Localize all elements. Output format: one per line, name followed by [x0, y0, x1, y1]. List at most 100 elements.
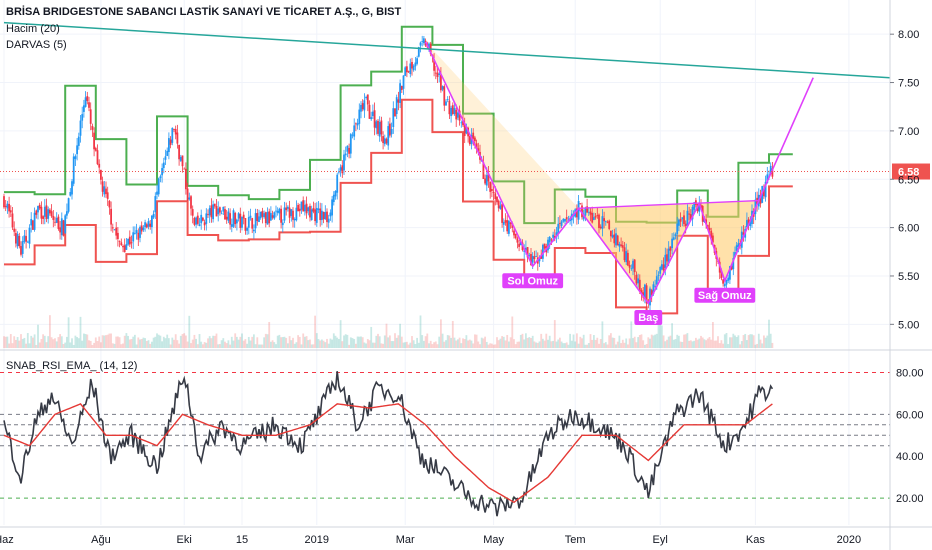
volume-bar [100, 342, 102, 348]
candle-body [225, 216, 228, 220]
volume-bar [686, 333, 689, 348]
volume-bar [489, 343, 492, 348]
legend-volume[interactable]: Hacim (20) [6, 23, 60, 35]
candle-body [152, 213, 155, 218]
volume-bar [120, 344, 123, 348]
candle-body [579, 203, 582, 205]
candle-body [210, 205, 213, 218]
candle-body [723, 284, 726, 287]
candle-body [689, 214, 692, 220]
candle-body [128, 236, 131, 245]
candle-body [564, 218, 566, 222]
ema-line[interactable] [3, 403, 773, 504]
trendline[interactable] [3, 21, 890, 79]
rsi-line[interactable] [3, 371, 774, 517]
candle-body [8, 203, 10, 212]
volume-bar [560, 341, 563, 348]
legend-darvas[interactable]: DARVAS (5) [6, 39, 67, 51]
candle-body [23, 235, 26, 242]
candle-body [304, 204, 306, 212]
candle-body [654, 285, 656, 287]
volume-bar [616, 341, 619, 348]
volume-bar [654, 334, 656, 348]
candle-body [373, 110, 376, 128]
volume-bar [740, 341, 743, 348]
candle-body [334, 190, 337, 197]
volume-bar [370, 326, 373, 348]
volume-bar [365, 343, 367, 348]
volume-bar [62, 343, 65, 348]
price-tick-label: 6.00 [898, 223, 919, 235]
volume-bar [89, 340, 92, 348]
volume-bar [632, 338, 634, 348]
candle-body [4, 205, 7, 207]
candle-body [485, 175, 488, 186]
pattern-label[interactable]: Baş [634, 310, 663, 326]
volume-bar [671, 323, 673, 348]
volume-bar [593, 335, 595, 348]
volume-bar [674, 339, 677, 348]
candle-body [213, 203, 216, 207]
pattern-label[interactable]: Sol Omuz [502, 273, 564, 289]
volume-bar [372, 342, 374, 348]
volume-bar [13, 336, 16, 348]
candlesticks[interactable] [3, 35, 774, 311]
volume-bar [723, 334, 726, 348]
volume-bar [49, 315, 51, 348]
candle-body [280, 208, 282, 223]
candle-body [559, 222, 561, 224]
volume-bar [502, 336, 505, 348]
candle-body [560, 221, 563, 226]
volume-bar [363, 342, 366, 348]
candle-body [453, 107, 456, 114]
candle-body [191, 209, 194, 216]
oscillator-pane[interactable] [0, 349, 932, 517]
candle-body [47, 209, 50, 219]
candle-body [25, 236, 27, 242]
candle-body [278, 208, 281, 214]
volume-bar [530, 337, 532, 348]
volume-bar [324, 342, 327, 348]
volume-bar [378, 336, 381, 348]
volume-bar [438, 336, 441, 348]
candle-body [397, 99, 400, 103]
volume-bar [542, 338, 544, 348]
volume-bar [764, 337, 767, 348]
candle-body [349, 134, 352, 154]
candle-body [35, 210, 38, 215]
volume-bar [54, 338, 56, 348]
volume-bar [688, 340, 690, 348]
candle-body [314, 209, 316, 222]
volume-bar [553, 320, 556, 348]
candle-body [105, 188, 107, 195]
pattern-label[interactable]: Sağ Omuz [694, 287, 756, 303]
volume-bar [623, 342, 626, 348]
volume-bar [18, 340, 21, 348]
volume-bar [188, 315, 191, 348]
candle-body [686, 210, 689, 226]
volume-bar [548, 335, 551, 348]
volume-bar [586, 344, 588, 348]
volume-bar [227, 340, 230, 348]
volume-bar [429, 340, 432, 348]
volume-bar [292, 337, 294, 348]
volume-bar [645, 344, 648, 348]
head-shoulders-zigzag [424, 41, 814, 305]
candle-body [491, 189, 493, 191]
volume-bar [754, 344, 757, 348]
candle-body [496, 196, 498, 203]
volume-bar [519, 334, 522, 348]
candle-body [230, 224, 233, 227]
volume-bar [712, 322, 714, 348]
candle-body [50, 211, 53, 217]
volume-bar [195, 338, 197, 348]
drawing-overlays[interactable]: Sol Omuz Baş Sağ Omuz [0, 21, 890, 326]
grid-lines [0, 0, 890, 525]
volume-bar [589, 334, 592, 348]
legend-oscillator[interactable]: SNAB_RSI_EMA_ (14, 12) [6, 360, 138, 372]
volume-bar [219, 344, 221, 348]
candle-body [676, 223, 679, 235]
volume-bar [625, 338, 628, 348]
